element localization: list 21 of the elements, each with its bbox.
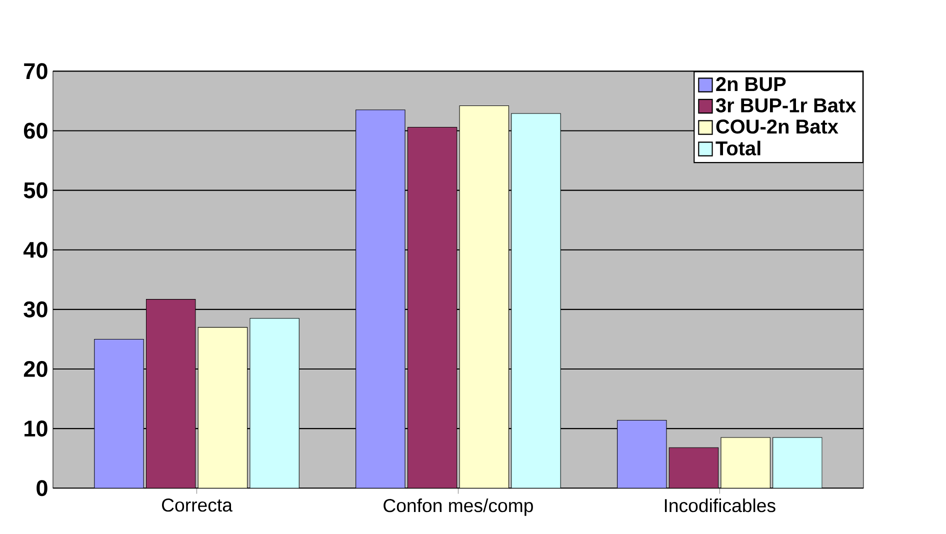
x-tick-label: Incodificables [664, 498, 776, 512]
legend-label: 3r BUP-1r Batx [716, 98, 856, 113]
legend-label: Total [716, 141, 760, 156]
y-tick-label: 60 [24, 122, 48, 139]
y-tick-label: 10 [24, 420, 48, 437]
y-tick-label: 0 [36, 480, 48, 496]
x-tick-label: Correcta [162, 498, 232, 512]
legend-label: 2n BUP [716, 77, 786, 92]
y-tick-label: 30 [24, 302, 48, 318]
bar [772, 437, 822, 488]
bar [250, 318, 300, 488]
bar [511, 113, 561, 488]
y-tick-label: 20 [24, 361, 48, 378]
y-tick-label: 70 [24, 63, 48, 80]
y-tick-label: 40 [23, 242, 48, 258]
y-tick-label: 50 [24, 182, 48, 199]
x-tick-label: Confon mes/comp [384, 498, 533, 516]
bar [720, 437, 770, 488]
legend-label: COU-2n Batx [716, 120, 838, 134]
bar [459, 106, 509, 488]
bar [198, 327, 248, 488]
